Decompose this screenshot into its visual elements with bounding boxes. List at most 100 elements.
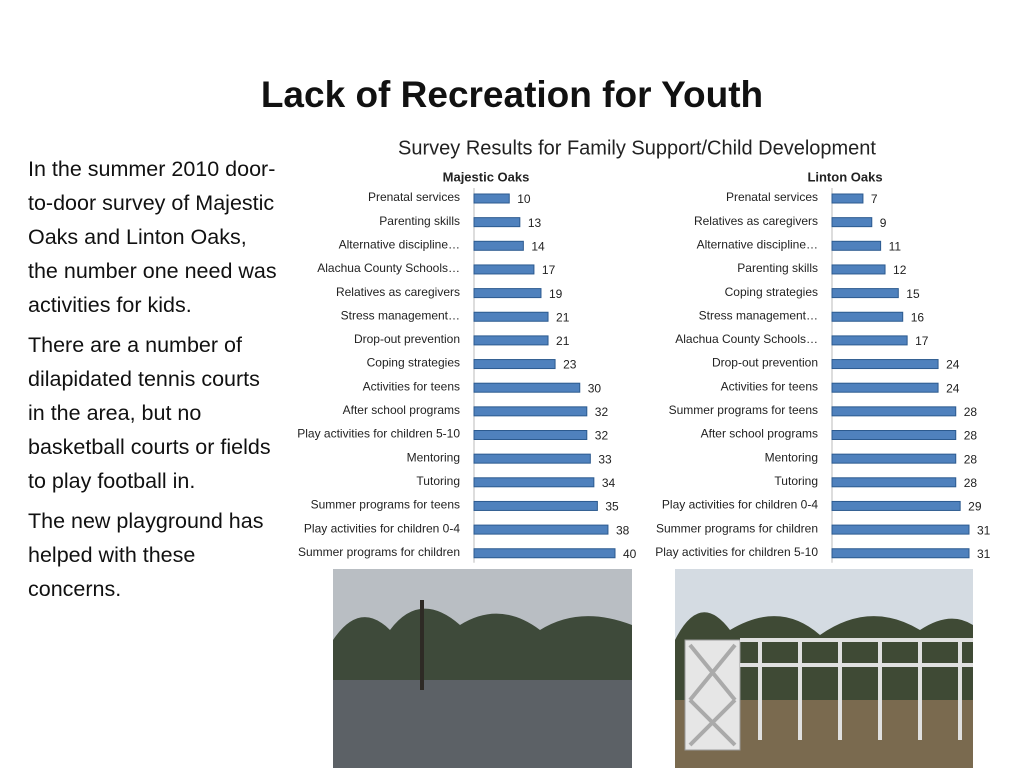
data-label: 13	[528, 216, 542, 230]
data-label: 28	[964, 476, 978, 490]
y-tick-label: Alternative discipline…	[697, 237, 818, 251]
bar	[831, 288, 899, 299]
data-label: 32	[595, 429, 609, 443]
data-label: 17	[915, 334, 929, 348]
data-label: 40	[623, 547, 637, 561]
body-text: In the summer 2010 door-to-door survey o…	[28, 152, 278, 612]
y-tick-label: Alternative discipline…	[339, 237, 460, 251]
bar	[473, 193, 510, 204]
bar	[831, 217, 873, 228]
bar	[473, 382, 581, 393]
bar	[831, 477, 957, 488]
data-label: 24	[946, 381, 960, 395]
bar	[473, 430, 588, 440]
y-tick-label: Mentoring	[407, 450, 460, 464]
bar	[831, 359, 939, 370]
y-tick-label: Alachua County Schools…	[675, 332, 818, 346]
y-tick-label: Summer programs for teens	[669, 403, 818, 417]
data-label: 16	[911, 310, 925, 324]
data-label: 7	[871, 192, 878, 206]
y-tick-label: Play activities for children 5-10	[655, 545, 818, 559]
bar	[831, 335, 908, 346]
bar	[831, 264, 886, 275]
bar	[831, 406, 957, 417]
data-label: 14	[531, 239, 545, 253]
y-tick-label: Coping strategies	[725, 285, 818, 299]
data-label: 9	[880, 216, 887, 230]
y-tick-label: Relatives as caregivers	[336, 285, 460, 299]
y-tick-label: Stress management…	[699, 308, 818, 322]
bar	[473, 311, 549, 322]
y-tick-label: Prenatal services	[368, 190, 460, 204]
data-label: 29	[968, 500, 982, 514]
slide-title: Lack of Recreation for Youth	[260, 74, 764, 115]
bar	[831, 240, 882, 251]
data-label: 35	[605, 500, 619, 514]
data-label: 34	[602, 476, 616, 490]
bar	[831, 382, 939, 393]
data-label: 11	[889, 239, 902, 253]
chart-title: Linton Oaks	[807, 169, 882, 184]
bar	[473, 406, 588, 417]
bar	[473, 500, 598, 511]
bar	[831, 430, 957, 440]
bar	[473, 217, 521, 228]
data-label: 28	[964, 429, 978, 443]
bar	[831, 193, 864, 204]
y-tick-label: Tutoring	[416, 474, 460, 488]
y-tick-label: Tutoring	[774, 474, 818, 488]
bar	[473, 524, 609, 535]
y-tick-label: Coping strategies	[367, 356, 460, 370]
y-tick-label: Mentoring	[765, 450, 818, 464]
bar	[831, 548, 970, 559]
data-label: 21	[556, 310, 570, 324]
data-label: 31	[977, 547, 991, 561]
y-tick-label: Parenting skills	[379, 214, 460, 228]
photo	[333, 569, 632, 768]
charts-title: Survey Results for Family Support/Child …	[398, 137, 876, 159]
bar	[831, 500, 961, 511]
chart-title: Majestic Oaks	[443, 169, 530, 184]
bar	[473, 477, 595, 488]
y-tick-label: Summer programs for teens	[311, 498, 460, 512]
bar	[473, 359, 556, 370]
data-label: 15	[906, 287, 920, 301]
y-tick-label: Activities for teens	[363, 379, 460, 393]
bar	[831, 311, 904, 322]
y-tick-label: Drop-out prevention	[712, 356, 818, 370]
data-label: 17	[542, 263, 556, 277]
data-label: 24	[946, 358, 960, 372]
paragraph: The new playground has helped with these…	[28, 509, 264, 601]
y-tick-label: Play activities for children 0-4	[304, 521, 460, 535]
data-label: 32	[595, 405, 609, 419]
y-tick-label: Summer programs for children	[298, 545, 460, 559]
y-tick-label: After school programs	[343, 403, 460, 417]
bar	[473, 264, 535, 275]
data-label: 33	[598, 452, 612, 466]
y-tick-label: Parenting skills	[737, 261, 818, 275]
y-tick-label: Play activities for children 0-4	[662, 498, 818, 512]
data-label: 30	[588, 381, 602, 395]
data-label: 23	[563, 358, 577, 372]
data-label: 21	[556, 334, 570, 348]
bar	[831, 453, 957, 464]
y-tick-label: After school programs	[701, 427, 818, 441]
y-tick-label: Alachua County Schools…	[317, 261, 460, 275]
data-label: 31	[977, 523, 991, 537]
y-tick-label: Relatives as caregivers	[694, 214, 818, 228]
data-label: 12	[893, 263, 907, 277]
bar	[473, 240, 524, 251]
y-tick-label: Play activities for children 5-10	[297, 427, 460, 441]
y-tick-label: Summer programs for children	[656, 521, 818, 535]
bar	[473, 548, 616, 559]
bar	[831, 524, 970, 535]
y-tick-label: Prenatal services	[726, 190, 818, 204]
data-label: 28	[964, 405, 978, 419]
bar	[473, 453, 591, 464]
data-label: 28	[964, 452, 978, 466]
y-tick-label: Stress management…	[341, 308, 460, 322]
data-label: 19	[549, 287, 563, 301]
data-label: 38	[616, 523, 630, 537]
